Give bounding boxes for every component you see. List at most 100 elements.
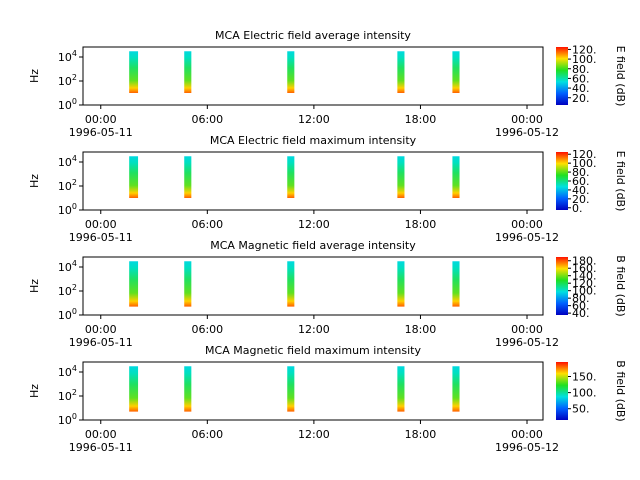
x-tick-label: 06:00 xyxy=(191,113,223,126)
colorbar-tick-label: 140. xyxy=(572,270,597,283)
colorbar-tick-label: 100. xyxy=(572,285,597,298)
colorbar-tick-label: 60. xyxy=(572,300,590,313)
spectrogram-block xyxy=(452,261,460,307)
colorbar-tick-label: 60. xyxy=(572,175,590,188)
date-label: 1996-05-11 xyxy=(69,441,133,454)
date-label: 1996-05-12 xyxy=(495,336,559,349)
colorbar-tick-label: 120. xyxy=(572,277,597,290)
spectrogram-block xyxy=(129,156,139,198)
y-tick-base: 10 xyxy=(58,414,72,427)
colorbar-tick-label: 80. xyxy=(572,166,590,179)
date-label: 1996-05-11 xyxy=(69,231,133,244)
x-tick-label: 18:00 xyxy=(405,428,437,441)
y-axis-label: Hz xyxy=(28,174,41,188)
y-tick-exp: 0 xyxy=(72,202,77,211)
colorbar-tick-label: 100. xyxy=(572,157,597,170)
axes-frame xyxy=(82,256,544,316)
spectrogram-block xyxy=(397,51,405,93)
x-tick-label: 12:00 xyxy=(298,113,330,126)
y-tick-exp: 2 xyxy=(72,388,77,397)
axes-frame xyxy=(82,46,544,106)
y-tick-base: 10 xyxy=(58,51,72,64)
spectrogram-block xyxy=(129,51,139,93)
x-tick-label: 12:00 xyxy=(298,323,330,336)
spectrogram-block xyxy=(129,366,139,412)
y-tick-base: 10 xyxy=(58,309,72,322)
y-tick-label: 102 xyxy=(58,73,77,88)
spectrogram-block xyxy=(184,156,192,198)
y-tick-label: 100 xyxy=(58,307,77,322)
colorbar-tick-label: 60. xyxy=(572,72,590,85)
y-tick-base: 10 xyxy=(58,390,72,403)
y-axis-label: Hz xyxy=(28,69,41,83)
y-tick-exp: 4 xyxy=(72,259,77,268)
y-tick-label: 100 xyxy=(58,412,77,427)
spectrogram-block xyxy=(287,366,295,412)
x-tick-label: 00:00 xyxy=(511,428,543,441)
x-tick-label: 00:00 xyxy=(511,218,543,231)
colorbar xyxy=(556,152,568,210)
y-tick-exp: 0 xyxy=(72,307,77,316)
colorbar-tick-label: 50. xyxy=(572,403,590,416)
y-tick-label: 104 xyxy=(58,49,77,64)
y-tick-base: 10 xyxy=(58,75,72,88)
spectrogram-block xyxy=(287,261,295,307)
colorbar-tick-label: 120. xyxy=(572,43,597,56)
colorbar-tick-label: 160. xyxy=(572,262,597,275)
x-tick-label: 00:00 xyxy=(511,113,543,126)
spectrogram-block xyxy=(452,51,460,93)
colorbar-tick-label: 40. xyxy=(572,307,590,320)
date-label: 1996-05-11 xyxy=(69,126,133,139)
spectrogram-block xyxy=(184,366,192,412)
panel-title: MCA Magnetic field maximum intensity xyxy=(205,344,421,357)
y-tick-exp: 0 xyxy=(72,412,77,421)
colorbar-tick-label: 20. xyxy=(572,193,590,206)
spectrogram-block xyxy=(287,51,295,93)
y-tick-label: 104 xyxy=(58,259,77,274)
y-tick-base: 10 xyxy=(58,261,72,274)
date-label: 1996-05-11 xyxy=(69,336,133,349)
y-tick-exp: 0 xyxy=(72,97,77,106)
y-tick-base: 10 xyxy=(58,285,72,298)
y-tick-label: 104 xyxy=(58,364,77,379)
y-tick-label: 100 xyxy=(58,202,77,217)
colorbar-tick-label: 80. xyxy=(572,292,590,305)
x-tick-label: 00:00 xyxy=(85,113,117,126)
colorbar-tick-label: 120. xyxy=(572,148,597,161)
y-tick-base: 10 xyxy=(58,204,72,217)
spectrogram-block xyxy=(452,366,460,412)
colorbar-tick-label: 100. xyxy=(572,53,597,66)
y-tick-exp: 2 xyxy=(72,73,77,82)
colorbar-tick-label: 180. xyxy=(572,255,597,268)
date-label: 1996-05-12 xyxy=(495,231,559,244)
colorbar xyxy=(556,47,568,105)
colorbar xyxy=(556,362,568,420)
x-tick-label: 12:00 xyxy=(298,428,330,441)
y-axis-label: Hz xyxy=(28,279,41,293)
spectrogram-block xyxy=(397,261,405,307)
y-axis-label: Hz xyxy=(28,384,41,398)
spectrogram-block xyxy=(287,156,295,198)
y-tick-label: 102 xyxy=(58,283,77,298)
y-tick-exp: 4 xyxy=(72,49,77,58)
date-label: 1996-05-12 xyxy=(495,441,559,454)
spectrogram-block xyxy=(184,51,192,93)
panel-title: MCA Magnetic field average intensity xyxy=(210,239,416,252)
colorbar-label: B field (dB) xyxy=(614,255,627,316)
spectrogram-block xyxy=(129,261,139,307)
colorbar-tick-label: 40. xyxy=(572,184,590,197)
y-tick-exp: 2 xyxy=(72,178,77,187)
colorbar-tick-label: 20. xyxy=(572,92,590,105)
colorbar-label: E field (dB) xyxy=(614,46,627,107)
y-tick-label: 102 xyxy=(58,178,77,193)
colorbar-label: B field (dB) xyxy=(614,360,627,421)
colorbar-tick-label: 80. xyxy=(572,63,590,76)
x-tick-label: 18:00 xyxy=(405,218,437,231)
y-tick-exp: 4 xyxy=(72,154,77,163)
x-tick-label: 00:00 xyxy=(85,428,117,441)
x-tick-label: 00:00 xyxy=(511,323,543,336)
spectrogram-block xyxy=(397,156,405,198)
colorbar-label: E field (dB) xyxy=(614,151,627,212)
y-tick-base: 10 xyxy=(58,99,72,112)
